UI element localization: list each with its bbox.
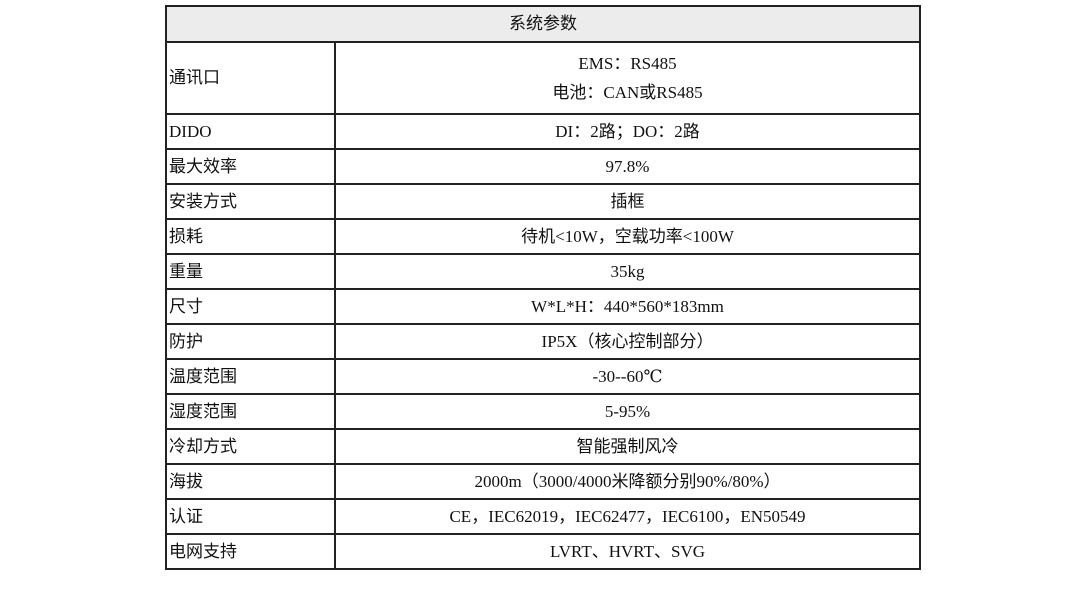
- row-value: W*L*H：440*560*183mm: [334, 288, 921, 325]
- table-title: 系统参数: [165, 5, 921, 43]
- table-row: DIDO DI：2路；DO：2路: [165, 113, 921, 150]
- row-label: 冷却方式: [165, 428, 336, 465]
- table-row: 通讯口 EMS：RS485 电池：CAN或RS485: [165, 41, 921, 115]
- value-line: 电池：CAN或RS485: [552, 83, 703, 102]
- row-value: CE，IEC62019，IEC62477，IEC6100，EN50549: [334, 498, 921, 535]
- row-value: 2000m（3000/4000米降额分别90%/80%）: [334, 463, 921, 500]
- table-row: 尺寸 W*L*H：440*560*183mm: [165, 288, 921, 325]
- row-value: DI：2路；DO：2路: [334, 113, 921, 150]
- system-parameters-table: 系统参数 通讯口 EMS：RS485 电池：CAN或RS485 DIDO DI：2…: [165, 5, 921, 570]
- table-row: 安装方式 插框: [165, 183, 921, 220]
- table-row: 重量 35kg: [165, 253, 921, 290]
- table-row: 冷却方式 智能强制风冷: [165, 428, 921, 465]
- row-label: 温度范围: [165, 358, 336, 395]
- row-label: DIDO: [165, 113, 336, 150]
- row-label: 海拔: [165, 463, 336, 500]
- row-value: 智能强制风冷: [334, 428, 921, 465]
- table-header-row: 系统参数: [165, 5, 921, 43]
- row-label: 湿度范围: [165, 393, 336, 430]
- table-row: 最大效率 97.8%: [165, 148, 921, 185]
- table-row: 防护 IP5X（核心控制部分）: [165, 323, 921, 360]
- row-label: 通讯口: [165, 41, 336, 115]
- row-value: -30--60℃: [334, 358, 921, 395]
- row-label: 安装方式: [165, 183, 336, 220]
- row-label: 电网支持: [165, 533, 336, 570]
- table-row: 海拔 2000m（3000/4000米降额分别90%/80%）: [165, 463, 921, 500]
- row-label: 损耗: [165, 218, 336, 255]
- row-value: 97.8%: [334, 148, 921, 185]
- row-value: LVRT、HVRT、SVG: [334, 533, 921, 570]
- table-row: 湿度范围 5-95%: [165, 393, 921, 430]
- row-value: 35kg: [334, 253, 921, 290]
- row-label: 最大效率: [165, 148, 336, 185]
- table-row: 温度范围 -30--60℃: [165, 358, 921, 395]
- row-value: IP5X（核心控制部分）: [334, 323, 921, 360]
- row-label: 防护: [165, 323, 336, 360]
- table-row: 认证 CE，IEC62019，IEC62477，IEC6100，EN50549: [165, 498, 921, 535]
- table-row: 电网支持 LVRT、HVRT、SVG: [165, 533, 921, 570]
- row-value: 插框: [334, 183, 921, 220]
- row-value: 待机<10W，空载功率<100W: [334, 218, 921, 255]
- value-line: EMS：RS485: [578, 54, 677, 73]
- table-row: 损耗 待机<10W，空载功率<100W: [165, 218, 921, 255]
- row-value: 5-95%: [334, 393, 921, 430]
- row-label: 尺寸: [165, 288, 336, 325]
- row-label: 重量: [165, 253, 336, 290]
- row-value: EMS：RS485 电池：CAN或RS485: [334, 41, 921, 115]
- row-label: 认证: [165, 498, 336, 535]
